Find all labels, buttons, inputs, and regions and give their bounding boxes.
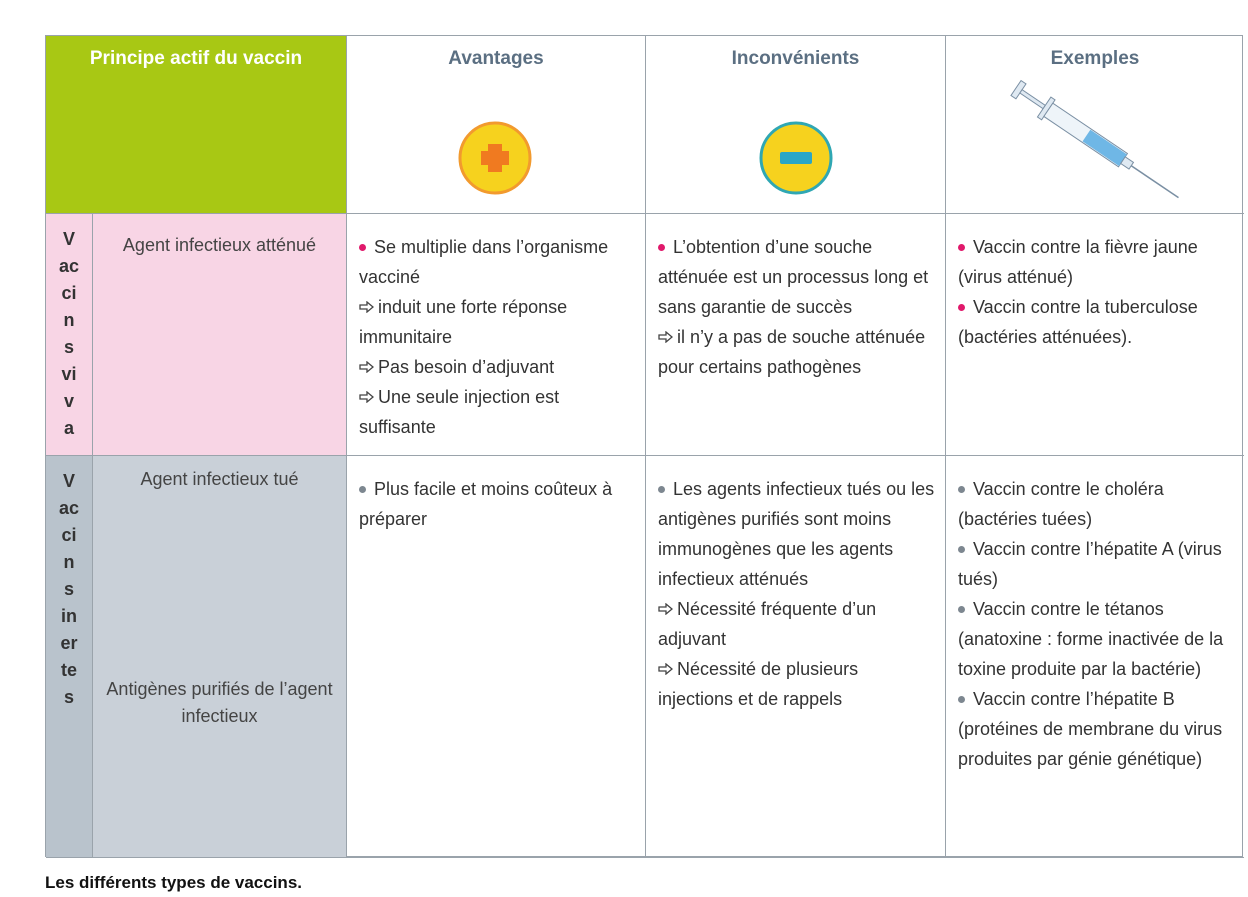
arrow-marker	[658, 330, 674, 344]
header: Avantages	[448, 48, 544, 69]
point-text: L’obtention d’une souche atténuée est un…	[658, 237, 929, 317]
group-label: V	[62, 471, 75, 491]
avantages-cell: Plus facile et moins coûteux à préparer	[347, 456, 646, 858]
agent-cell: Agent infectieux atténué	[93, 214, 347, 456]
group-label: te	[60, 660, 77, 680]
group-label: s	[63, 579, 74, 599]
point: Vaccin contre la tuberculose (bactéries …	[958, 292, 1234, 352]
exemples-cell: Vaccin contre le choléra (bactéries tuée…	[946, 456, 1244, 858]
bullet	[958, 243, 965, 251]
group-label: ci	[61, 525, 77, 545]
bullet	[958, 545, 965, 553]
bullet	[658, 485, 665, 493]
bullet	[958, 605, 965, 613]
group-label: s	[63, 687, 74, 707]
plus-icon	[458, 121, 532, 195]
header-cell: Avantages	[347, 36, 646, 214]
point-text: Les agents infectieux tués ou les antigè…	[658, 479, 935, 589]
exemples-cell: Vaccin contre la fièvre jaune (virus att…	[946, 214, 1244, 456]
inconvenients-cell: L’obtention d’une souche atténuée est un…	[646, 214, 946, 456]
group-label: ci	[61, 283, 77, 303]
header-cell: Inconvénients	[646, 36, 946, 214]
header-cell: Principe actif du vaccin	[46, 36, 347, 214]
consequence-text: il n’y a pas de souche atténuée pour cer…	[658, 327, 926, 377]
group-label: a	[63, 418, 74, 438]
point: Vaccin contre le tétanos (anatoxine : fo…	[958, 594, 1234, 684]
point: Vaccin contre l’hépatite A (virus tués)	[958, 534, 1234, 594]
consequence-text: Pas besoin d’adjuvant	[378, 357, 555, 377]
consequence: Une seule injection est suffisante	[359, 382, 635, 442]
bullet	[658, 243, 665, 251]
caption: Les différents types de vaccins.	[45, 873, 302, 892]
consequence: Nécessité fréquente d’un adjuvant	[658, 594, 935, 654]
group-label: vi	[61, 364, 77, 384]
vaccine-table: Principe actif du vaccin Avantages Incon…	[45, 35, 1244, 858]
point: L’obtention d’une souche atténuée est un…	[658, 232, 935, 322]
minus-icon	[759, 121, 833, 195]
consequence: induit une forte réponse immunitaire	[359, 292, 635, 352]
group-label: s	[63, 337, 74, 357]
arrow-marker	[658, 602, 674, 616]
consequence: Nécessité de plusieurs injections et de …	[658, 654, 935, 714]
group-label: ac	[58, 498, 80, 518]
consequence: Pas besoin d’adjuvant	[359, 352, 635, 382]
agent-cell: Agent infectieux tué Antigènes purifiés d…	[93, 456, 347, 858]
arrow-marker	[359, 300, 375, 314]
point-text: Plus facile et moins coûteux à préparer	[359, 479, 613, 529]
point: Les agents infectieux tués ou les antigè…	[658, 474, 935, 594]
group-label: ac	[58, 256, 80, 276]
agent-label: Agent infectieux atténué	[122, 235, 317, 255]
group-label: er	[60, 633, 78, 653]
bullet	[958, 695, 965, 703]
arrow-marker	[359, 390, 375, 404]
point: Vaccin contre le choléra (bactéries tuée…	[958, 474, 1234, 534]
header: Inconvénients	[731, 48, 860, 69]
point: Se multiplie dans l’organisme vacciné	[359, 232, 635, 292]
group-label: in	[61, 606, 77, 626]
consequence-text: Nécessité de plusieurs injections et de …	[658, 659, 859, 709]
header: Principe actif du vaccin	[89, 48, 303, 69]
group-label: n	[63, 310, 75, 330]
bullet	[359, 243, 366, 251]
agent-label: Agent infectieux tué	[140, 469, 299, 489]
point: Vaccin contre l’hépatite B (protéines de…	[958, 684, 1234, 774]
bullet	[359, 485, 366, 493]
arrow-marker	[359, 360, 375, 374]
point: Plus facile et moins coûteux à préparer	[359, 474, 635, 534]
group-label: V	[62, 229, 75, 249]
consequence-text: induit une forte réponse immunitaire	[359, 297, 568, 347]
consequence-text: Une seule injection est suffisante	[359, 387, 560, 437]
header-cell: Exemples	[946, 36, 1244, 214]
agent-label: Antigènes purifiés de l’agent infectieux	[106, 679, 333, 726]
inconvenients-cell: Les agents infectieux tués ou les antigè…	[646, 456, 946, 858]
point: Vaccin contre la fièvre jaune (virus att…	[958, 232, 1234, 292]
point-text: Vaccin contre le choléra (bactéries tuée…	[958, 479, 1164, 529]
point-text: Vaccin contre l’hépatite A (virus tués)	[958, 539, 1222, 589]
consequence-text: Nécessité fréquente d’un adjuvant	[658, 599, 877, 649]
syringe-icon	[1010, 79, 1179, 199]
avantages-cell: Se multiplie dans l’organisme vacciné ind…	[347, 214, 646, 456]
point-text: Vaccin contre la tuberculose (bactéries …	[958, 297, 1198, 347]
group-label: v	[63, 391, 74, 411]
point-text: Vaccin contre le tétanos (anatoxine : fo…	[958, 599, 1224, 679]
point-text: Se multiplie dans l’organisme vacciné	[359, 237, 609, 287]
consequence: il n’y a pas de souche atténuée pour cer…	[658, 322, 935, 382]
point-text: Vaccin contre l’hépatite B (protéines de…	[958, 689, 1223, 769]
group-label: n	[63, 552, 75, 572]
bullet	[958, 303, 965, 311]
point-text: Vaccin contre la fièvre jaune (virus att…	[958, 237, 1198, 287]
header: Exemples	[1050, 48, 1140, 69]
arrow-marker	[658, 662, 674, 676]
bullet	[958, 485, 965, 493]
